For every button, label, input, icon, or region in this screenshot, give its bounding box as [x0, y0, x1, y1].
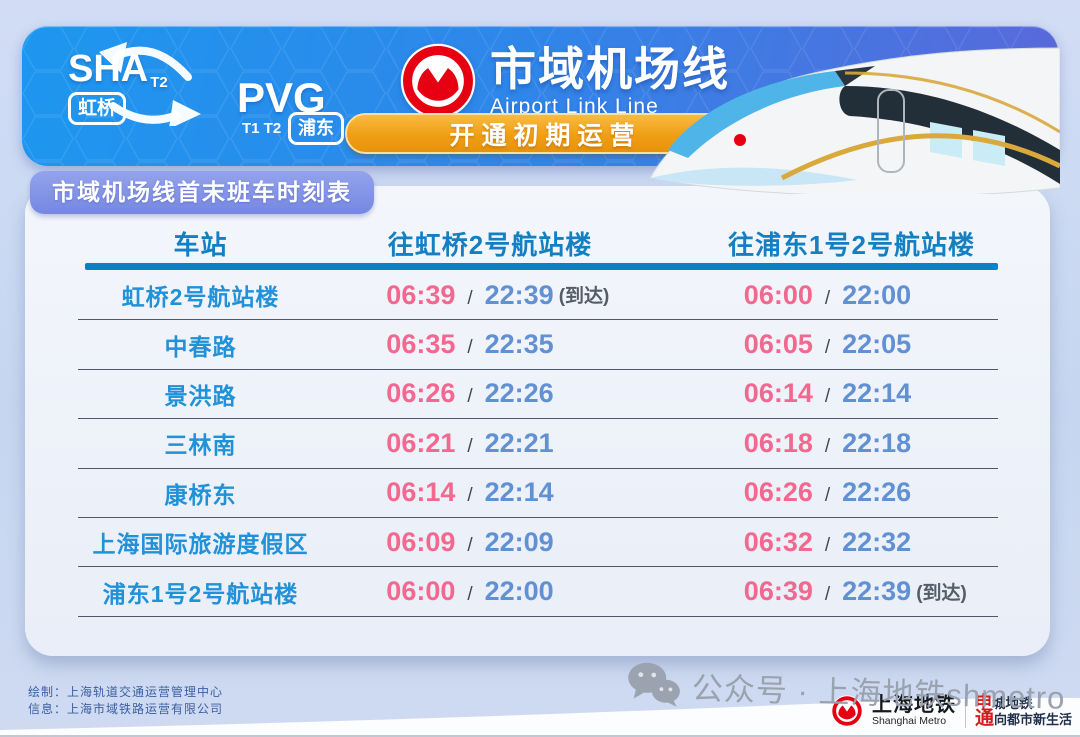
- timetable-row: 中春路 06:35/22:35 06:05/22:05: [78, 320, 998, 370]
- times-to-pudong: 06:00/22:00: [743, 279, 912, 310]
- terminal-label: T2: [150, 74, 168, 91]
- first-train-time: 06:26: [743, 477, 813, 508]
- column-header-to-hongqiao: 往虹桥2号航站楼: [387, 229, 593, 260]
- last-train-time: 22:09: [484, 526, 554, 557]
- last-train-time: 22:21: [484, 427, 554, 458]
- times-to-hongqiao: 06:26/22:26: [386, 378, 554, 409]
- last-train-time: 22:26: [842, 477, 912, 508]
- line-title-group: 市域机场线 Airport Link Line: [400, 43, 730, 119]
- arrival-note: (到达): [558, 286, 610, 308]
- line-title: 市域机场线: [490, 43, 730, 95]
- footer-logos: 上海地铁 Shanghai Metro 申城地铁 通向都市新生活: [831, 694, 1072, 728]
- times-to-pudong: 06:14/22:14: [743, 378, 912, 409]
- first-train-time: 06:14: [743, 378, 813, 409]
- timetable-title-badge: 市域机场线首末班车时刻表: [30, 171, 374, 214]
- credits-block: 绘制：上海轨道交通运营管理中心 信息：上海市域铁路运营有限公司: [28, 684, 223, 718]
- pudong-badge: 浦东: [288, 112, 344, 145]
- timetable-row: 上海国际旅游度假区 06:09/22:09 06:32/22:32: [78, 518, 998, 568]
- last-train-time: 22:00: [842, 279, 912, 310]
- last-train-time: 22:39: [484, 279, 554, 310]
- times-to-pudong: 06:32/22:32: [743, 526, 912, 557]
- arrival-note: (到达): [916, 582, 967, 604]
- timetable-row: 浦东1号2号航站楼 06:00/22:00 06:39/22:39 (到达): [78, 567, 998, 617]
- column-header-station: 车站: [173, 229, 228, 260]
- round-trip-arrows-icon: [99, 42, 201, 126]
- timetable-row: 康桥东 06:14/22:14 06:26/22:26: [78, 469, 998, 518]
- first-train-time: 06:39: [743, 576, 813, 607]
- station-name: 上海国际旅游度假区: [92, 531, 309, 558]
- times-to-hongqiao: 06:21/22:21: [386, 427, 554, 458]
- first-train-time: 06:00: [743, 279, 813, 310]
- shentong-slogan: 申城地铁 通向都市新生活: [974, 693, 1072, 729]
- first-train-time: 06:18: [743, 427, 813, 458]
- first-train-time: 06:00: [386, 576, 456, 607]
- logo-divider: [964, 694, 966, 728]
- times-to-hongqiao: 06:14/22:14: [386, 477, 554, 508]
- station-name: 中春路: [164, 333, 237, 360]
- last-train-time: 22:18: [842, 427, 912, 458]
- first-train-time: 06:32: [743, 526, 813, 557]
- timetable-header-row: 车站 往虹桥2号航站楼 往浦东1号2号航站楼: [78, 224, 998, 262]
- last-train-time: 22:14: [842, 378, 912, 409]
- train-illustration: [649, 47, 1060, 194]
- last-train-time: 22:32: [842, 526, 912, 557]
- credit-line-info-by: 信息：上海市域铁路运营有限公司: [28, 702, 224, 716]
- times-to-hongqiao: 06:35/22:35: [386, 329, 554, 360]
- column-header-to-pudong: 往浦东1号2号航站楼: [728, 229, 975, 260]
- wechat-watermark: 公众号 · 上海地铁shmetro: [625, 660, 1066, 717]
- first-train-time: 06:05: [743, 329, 813, 360]
- last-train-time: 22:39: [842, 576, 912, 607]
- line-title-english: Airport Link Line: [490, 95, 659, 118]
- first-train-time: 06:39: [386, 279, 456, 310]
- timetable-row: 三林南 06:21/22:21 06:18/22:18: [78, 419, 998, 469]
- shanghai-metro-logo-icon: [400, 43, 476, 119]
- metro-name-en: Shanghai Metro: [871, 715, 947, 727]
- wechat-icon: [628, 662, 680, 707]
- timetable-row: 景洪路 06:26/22:26 06:14/22:14: [78, 370, 998, 420]
- first-train-time: 06:09: [386, 526, 456, 557]
- station-name: 浦东1号2号航站楼: [102, 580, 299, 607]
- first-train-time: 06:26: [386, 378, 456, 409]
- last-train-time: 22:05: [842, 329, 912, 360]
- times-to-hongqiao: 06:39/22:39 (到达): [386, 279, 610, 310]
- times-to-pudong: 06:26/22:26: [743, 477, 912, 508]
- first-train-time: 06:14: [386, 477, 456, 508]
- last-train-time: 22:35: [484, 329, 554, 360]
- last-train-time: 22:26: [484, 378, 554, 409]
- timetable-row: 虹桥2号航站楼 06:39/22:39 (到达) 06:00/22:00: [78, 271, 998, 321]
- metro-name-block: 上海地铁 Shanghai Metro: [872, 695, 956, 727]
- bottom-edge-line: [0, 735, 1080, 737]
- metro-name-cn: 上海地铁: [871, 694, 956, 716]
- times-to-pudong: 06:05/22:05: [743, 329, 912, 360]
- header-underline: [85, 263, 998, 270]
- station-name: 康桥东: [164, 481, 237, 508]
- first-train-time: 06:21: [386, 427, 456, 458]
- timetable-body: 虹桥2号航站楼 06:39/22:39 (到达) 06:00/22:00 中春路 …: [78, 271, 998, 617]
- times-to-hongqiao: 06:09/22:09: [386, 526, 554, 557]
- station-name: 三林南: [164, 432, 237, 459]
- shanghai-metro-logo-small-icon: [831, 695, 863, 727]
- last-train-time: 22:00: [484, 576, 554, 607]
- airport-code-sha: SHA T2: [68, 48, 168, 91]
- wechat-account-label: 公众号 · 上海地铁shmetro: [691, 670, 1066, 716]
- first-train-time: 06:35: [386, 329, 456, 360]
- station-name: 景洪路: [164, 382, 237, 409]
- last-train-time: 22:14: [484, 477, 554, 508]
- terminals-label: T1 T2: [242, 120, 282, 137]
- station-name: 虹桥2号航站楼: [121, 284, 280, 311]
- times-to-pudong: 06:18/22:18: [743, 427, 912, 458]
- credit-line-drawn-by: 绘制：上海轨道交通运营管理中心: [28, 685, 224, 699]
- times-to-pudong: 06:39/22:39 (到达): [743, 576, 967, 607]
- times-to-hongqiao: 06:00/22:00: [386, 576, 554, 607]
- bottom-wave-decoration: [0, 697, 1080, 737]
